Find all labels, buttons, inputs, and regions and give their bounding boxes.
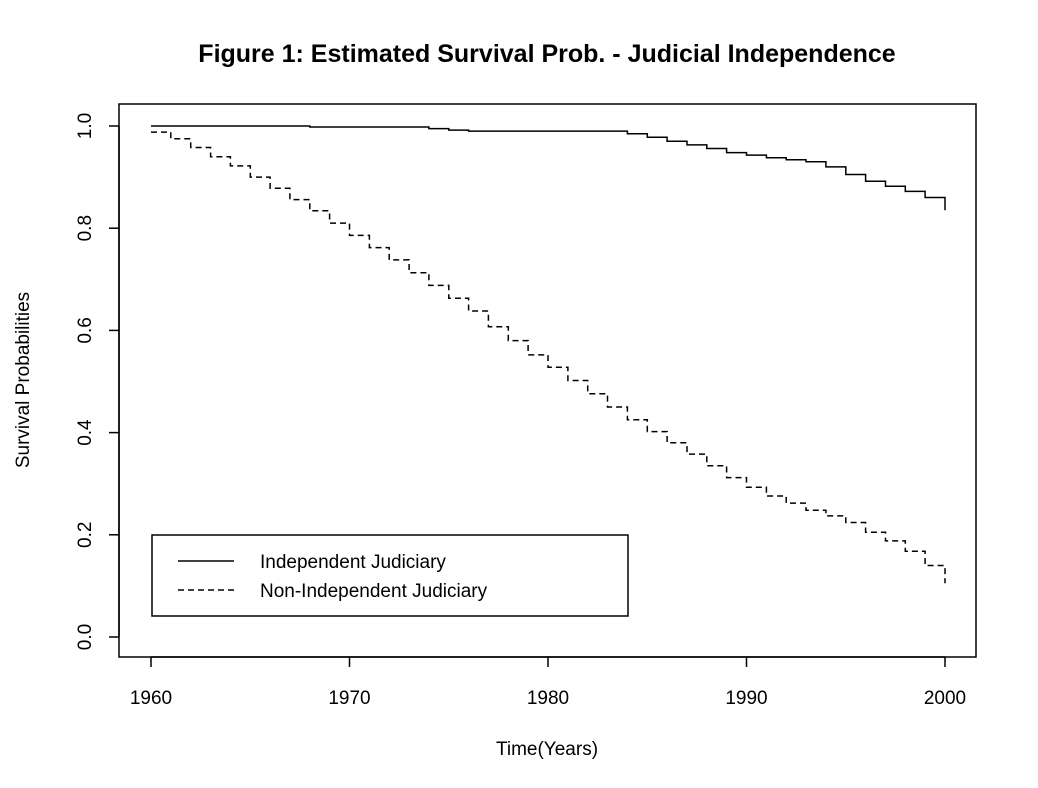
series-line-independent — [151, 125, 946, 211]
y-tick-label: 1.0 — [75, 113, 96, 139]
y-tick-label: 0.8 — [75, 215, 96, 241]
x-tick-label: 1990 — [725, 688, 767, 709]
x-tick-label: 1960 — [130, 688, 172, 709]
y-axis: 0.0 0.2 0.4 0.6 0.8 1.0 — [75, 113, 120, 650]
x-axis-title: Time(Years) — [496, 739, 598, 760]
x-axis: 1960 1970 1980 1990 2000 — [130, 656, 966, 709]
legend: Independent Judiciary Non-Independent Ju… — [151, 534, 629, 617]
series-layer — [151, 125, 946, 584]
y-axis-title: Survival Probabilities — [13, 292, 34, 468]
x-tick-label: 1980 — [527, 688, 569, 709]
legend-label-non-independent: Non-Independent Judiciary — [260, 581, 488, 602]
legend-label-independent: Independent Judiciary — [260, 552, 446, 573]
x-tick-label: 1970 — [328, 688, 370, 709]
legend-box — [151, 534, 629, 617]
y-tick-label: 0.2 — [75, 522, 96, 548]
y-tick-label: 0.0 — [75, 624, 96, 650]
series-line-non-independent — [151, 131, 946, 584]
y-tick-label: 0.6 — [75, 317, 96, 343]
y-tick-label: 0.4 — [75, 419, 96, 446]
x-tick-label: 2000 — [924, 688, 966, 709]
chart-title: Figure 1: Estimated Survival Prob. - Jud… — [198, 40, 895, 68]
